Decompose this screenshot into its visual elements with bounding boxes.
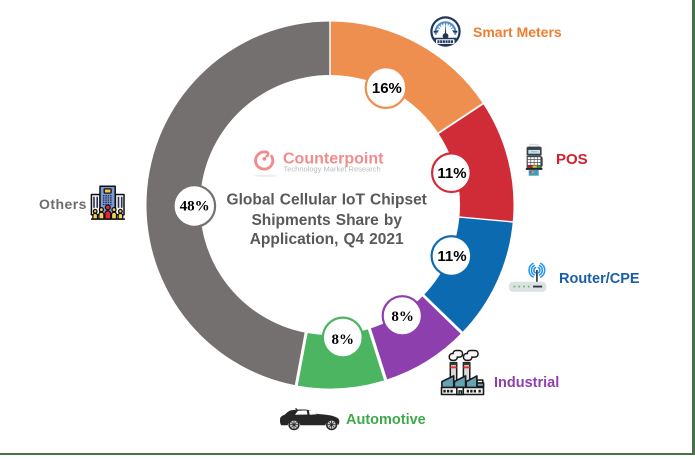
- svg-text:Technology Market Research: Technology Market Research: [284, 165, 381, 174]
- svg-text:8%: 8%: [332, 332, 355, 348]
- svg-text:Counterpoint: Counterpoint: [283, 150, 384, 167]
- svg-text:48%: 48%: [180, 199, 210, 215]
- svg-text:16%: 16%: [372, 80, 402, 97]
- svg-text:11%: 11%: [437, 248, 466, 265]
- svg-text:Global Cellular IoT Chipset: Global Cellular IoT Chipset: [227, 192, 427, 209]
- svg-text:Application, Q4 2021: Application, Q4 2021: [250, 231, 404, 248]
- svg-text:Shipments Share by: Shipments Share by: [251, 212, 402, 229]
- svg-text:8%: 8%: [391, 309, 414, 325]
- svg-text:11%: 11%: [437, 165, 466, 182]
